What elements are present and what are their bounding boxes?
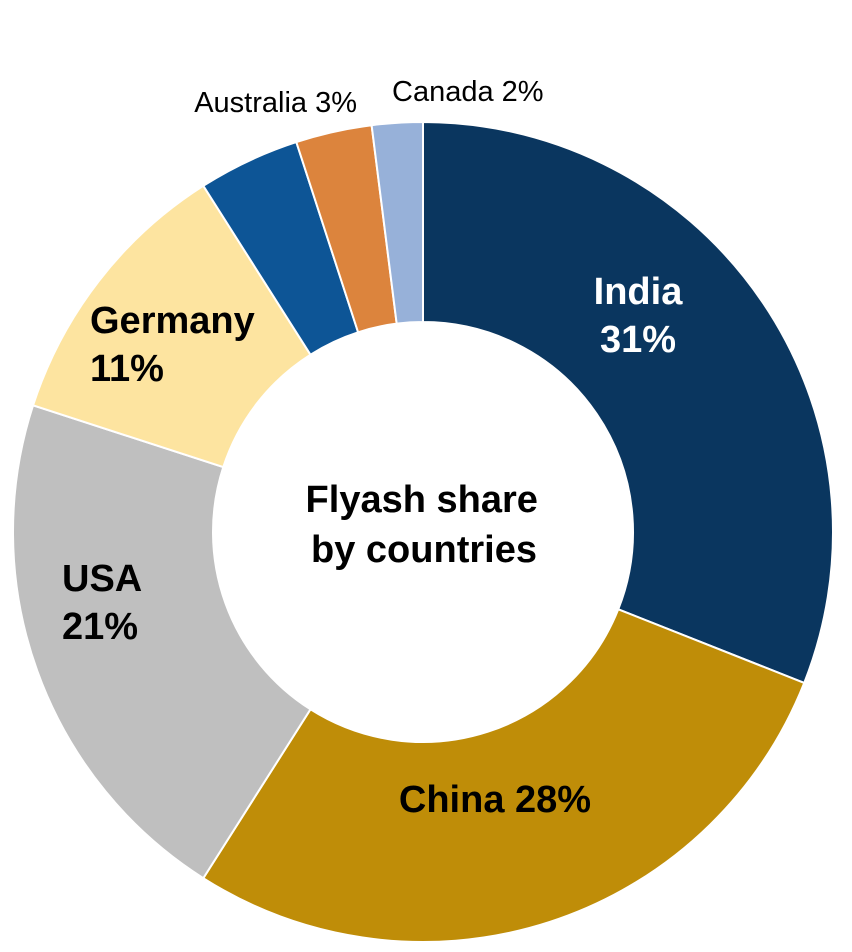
slice-labels: India 31% China 28% USA 21% Germany 11% Austral… (62, 76, 683, 821)
label-germany-value: 11% (90, 348, 164, 390)
label-usa-value: 21% (62, 606, 138, 648)
label-australia: Australia 3% (194, 87, 357, 119)
label-germany-name: Germany (90, 300, 255, 342)
center-title-line-2: by countries (311, 529, 537, 571)
label-usa: USA 21% (62, 558, 142, 648)
label-usa-name: USA (62, 558, 142, 600)
slice-canada (370, 120, 424, 325)
label-canada: Canada 2% (392, 76, 544, 108)
slice-india (422, 120, 834, 685)
center-title: Flyash share by countries (306, 479, 549, 571)
slice-usa (12, 404, 312, 880)
slice-china (201, 608, 806, 943)
label-india-name: India (594, 271, 684, 313)
donut-slices (12, 120, 834, 943)
label-india-value: 31% (600, 319, 676, 361)
label-china: China 28% (399, 779, 591, 821)
center-title-line-1: Flyash share (306, 479, 538, 521)
label-germany: Germany 11% (90, 300, 255, 390)
label-india: India 31% (594, 271, 684, 361)
